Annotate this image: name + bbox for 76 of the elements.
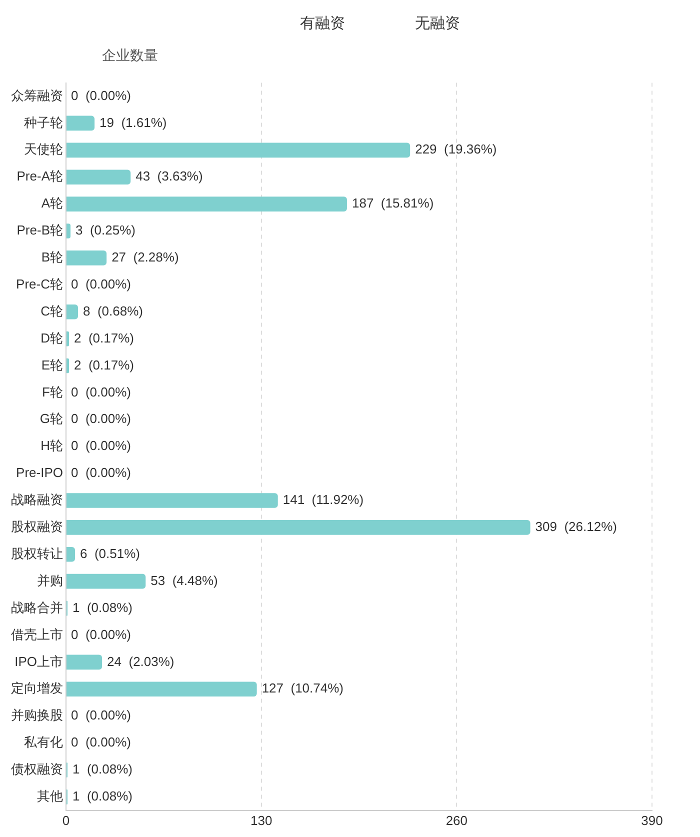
y-tick-label: 种子轮 bbox=[24, 114, 63, 130]
data-label: 0 (0.00%) bbox=[71, 88, 131, 103]
bar bbox=[66, 331, 70, 346]
bar bbox=[66, 520, 530, 535]
bar bbox=[66, 196, 347, 212]
x-tick-label: 390 bbox=[641, 812, 663, 828]
y-tick-label: Pre-C轮 bbox=[16, 276, 63, 292]
y-tick-label: 并购 bbox=[37, 572, 63, 588]
data-label: 3 (0.25%) bbox=[76, 222, 136, 238]
data-label: 27 (2.28%) bbox=[112, 250, 179, 265]
y-tick-label: Pre-B轮 bbox=[16, 222, 63, 238]
data-label: 53 (4.48%) bbox=[150, 572, 218, 588]
data-label: 0 (0.00%) bbox=[71, 438, 131, 454]
data-label: 141 (11.92%) bbox=[282, 492, 364, 508]
data-label: 0 (0.00%) bbox=[71, 384, 131, 400]
y-tick-label: G轮 bbox=[40, 411, 63, 426]
y-tick-label: IPO上市 bbox=[14, 654, 63, 669]
data-label: 24 (2.03%) bbox=[107, 654, 174, 669]
data-label: 0 (0.00%) bbox=[71, 626, 131, 642]
bar bbox=[66, 224, 71, 238]
bar bbox=[66, 170, 131, 185]
y-tick-label: Pre-A轮 bbox=[16, 168, 63, 184]
bar bbox=[66, 682, 257, 697]
y-tick-label: 众筹融资 bbox=[11, 88, 63, 103]
data-label: 0 (0.00%) bbox=[71, 734, 131, 750]
text: 有融资 bbox=[300, 14, 345, 32]
data-label: 309 (26.12%) bbox=[535, 519, 617, 534]
y-tick-label: A轮 bbox=[41, 196, 63, 211]
y-tick-label: 战略融资 bbox=[11, 492, 63, 508]
bar bbox=[66, 358, 70, 374]
x-tick-label: 260 bbox=[446, 812, 468, 828]
data-label: 2 (0.17%) bbox=[74, 357, 134, 372]
y-tick-label: 天使轮 bbox=[24, 142, 63, 157]
data-label: 0 (0.00%) bbox=[71, 276, 131, 292]
text: 无融资 bbox=[415, 14, 460, 32]
bar bbox=[66, 546, 76, 562]
bar bbox=[66, 654, 102, 670]
bar bbox=[66, 116, 95, 131]
data-label: 229 (19.36%) bbox=[415, 142, 497, 157]
y-tick-label: 债权融资 bbox=[11, 762, 63, 777]
data-label: 0 (0.00%) bbox=[71, 411, 131, 426]
data-label: 0 (0.00%) bbox=[71, 465, 131, 480]
bar bbox=[66, 574, 146, 589]
y-tick-label: E轮 bbox=[41, 357, 63, 372]
bar bbox=[66, 250, 107, 266]
y-tick-label: D轮 bbox=[40, 330, 63, 346]
data-label: 187 (15.81%) bbox=[352, 196, 434, 211]
y-tick-label: F轮 bbox=[42, 384, 63, 400]
y-tick-label: B轮 bbox=[41, 250, 63, 265]
data-label: 1 (0.08%) bbox=[72, 762, 132, 777]
y-tick-label: 其他 bbox=[37, 788, 63, 804]
data-label: 127 (10.74%) bbox=[262, 680, 344, 696]
bar bbox=[66, 142, 410, 158]
y-tick-label: 借壳上市 bbox=[11, 626, 63, 642]
y-tick-label: 并购换股 bbox=[11, 708, 63, 723]
y-tick-label: 战略合并 bbox=[11, 600, 63, 615]
data-label: 43 (3.63%) bbox=[136, 168, 203, 184]
x-tick-label: 130 bbox=[250, 812, 272, 828]
data-label: 2 (0.17%) bbox=[74, 330, 134, 346]
data-label: 1 (0.08%) bbox=[72, 788, 132, 804]
y-tick-label: 私有化 bbox=[24, 734, 63, 750]
y-tick-label: 股权融资 bbox=[11, 519, 63, 534]
y-tick-label: H轮 bbox=[40, 438, 63, 454]
y-axis-title: 企业数量 bbox=[101, 46, 159, 65]
data-label: 0 (0.00%) bbox=[71, 708, 131, 723]
y-tick-label: Pre-IPO bbox=[16, 465, 63, 480]
bar bbox=[66, 304, 78, 320]
y-tick-label: C轮 bbox=[40, 303, 63, 318]
data-label: 1 (0.08%) bbox=[72, 600, 132, 615]
data-label: 8 (0.68%) bbox=[83, 303, 144, 318]
x-tick-label: 0 bbox=[62, 812, 70, 828]
bar bbox=[66, 493, 278, 508]
y-tick-label: 定向增发 bbox=[11, 680, 63, 696]
y-tick-label: 股权转让 bbox=[11, 546, 63, 561]
data-label: 19 (1.61%) bbox=[100, 114, 167, 130]
data-label: 6 (0.51%) bbox=[80, 546, 140, 561]
